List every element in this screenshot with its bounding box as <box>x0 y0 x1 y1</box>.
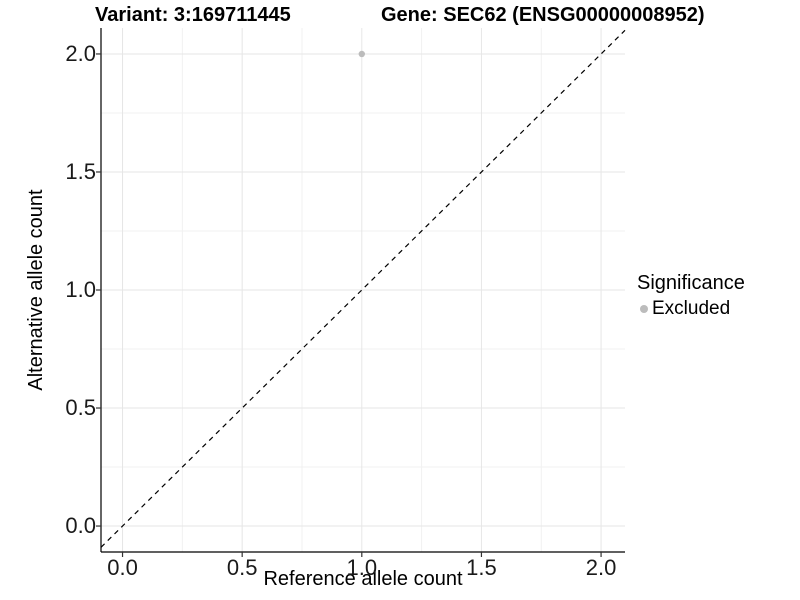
x-tick-label: 2.0 <box>585 555 617 580</box>
y-tick-label: 2.0 <box>65 40 96 66</box>
excluded-point-swatch-icon <box>640 304 648 313</box>
legend: Significance Excluded <box>637 271 745 320</box>
x-tick-label: 0.5 <box>226 555 258 580</box>
variant-title: Variant: 3:169711445 <box>95 4 291 26</box>
data-point <box>358 50 366 58</box>
legend-item-label: Excluded <box>652 298 731 319</box>
y-tick-label: 0.5 <box>65 395 96 421</box>
y-tick-label: 1.5 <box>65 158 96 184</box>
x-tick-label: 1.0 <box>346 555 378 580</box>
x-tick-label: 1.5 <box>466 555 497 580</box>
x-axis-title: Reference allele count <box>263 568 463 590</box>
gene-title: Gene: SEC62 (ENSG00000008952) <box>381 4 705 26</box>
legend-title: Significance <box>637 272 745 294</box>
x-tick-label: 0.0 <box>107 555 138 580</box>
legend-item-excluded: Excluded <box>637 297 745 320</box>
identity-dashed-line <box>100 29 626 548</box>
y-tick-label: 1.0 <box>65 277 96 302</box>
y-tick-label: 0.0 <box>65 513 96 539</box>
